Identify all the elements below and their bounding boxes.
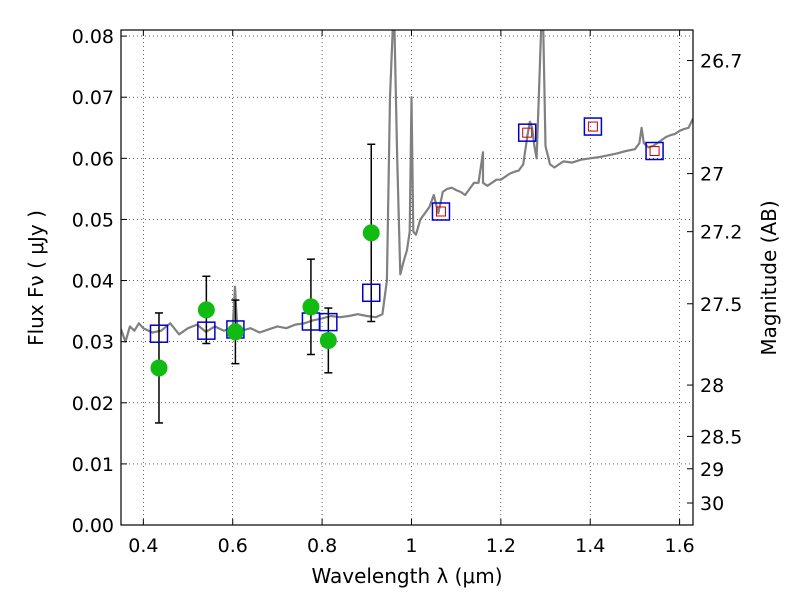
plot-frame — [120, 29, 694, 526]
marker-layer — [149, 117, 664, 377]
y2-axis-label: Magnitude (AB) — [757, 200, 781, 355]
model-square — [362, 283, 381, 303]
y2-tick-label: 26.7 — [700, 51, 742, 73]
model-square — [431, 202, 451, 221]
y2-tick-label: 29 — [700, 459, 724, 481]
model-predicted-square — [649, 146, 660, 156]
model-square — [645, 141, 664, 161]
y-tick-label: 0.07 — [72, 87, 114, 109]
plot-area — [121, 30, 693, 424]
y-axis-label: Flux Fν ( μJy ) — [24, 210, 48, 346]
y-tick-label: 0.03 — [72, 332, 114, 354]
x-axis-label: Wavelength λ (μm) — [311, 564, 502, 588]
y2-tick-label: 27.5 — [700, 294, 742, 316]
y2-tick-label: 27 — [700, 164, 724, 186]
x-tick-label: 1.6 — [664, 535, 694, 557]
observed-point — [197, 301, 215, 319]
y-tick-label: 0.00 — [72, 515, 114, 537]
model-predicted-square — [435, 206, 446, 217]
x-tick-label: 0.8 — [307, 535, 337, 557]
y-tick-label: 0.02 — [72, 393, 114, 415]
y-tick-label: 0.08 — [72, 26, 114, 48]
y-tick-label: 0.01 — [72, 454, 114, 476]
y2-tick-label: 28.5 — [700, 426, 742, 448]
axis-ticks: 0.4 0.6 0.8 1 1.2 1.4 1.6 0.00 0.01 0.02 0.03 0.04 0… — [72, 26, 743, 557]
observed-point — [319, 331, 337, 349]
model-square — [149, 324, 169, 343]
model-predicted-square — [522, 127, 533, 138]
observed-point — [302, 298, 320, 316]
model-square — [583, 117, 603, 136]
model-square — [517, 123, 537, 142]
x-tick-label: 1.4 — [575, 535, 605, 557]
y2-tick-label: 30 — [700, 493, 724, 515]
x-tick-label: 0.6 — [218, 535, 248, 557]
y2-tick-label: 27.2 — [700, 222, 742, 244]
model-square — [197, 321, 216, 340]
y-tick-label: 0.06 — [72, 148, 114, 170]
observed-point — [226, 323, 244, 341]
y2-tick-label: 28 — [700, 375, 724, 397]
observed-point — [362, 224, 380, 242]
model-predicted-square — [587, 121, 598, 132]
x-tick-label: 0.4 — [128, 535, 158, 557]
x-tick-label: 1.2 — [486, 535, 516, 557]
model-square — [319, 312, 338, 332]
y-tick-label: 0.04 — [72, 271, 114, 293]
x-tick-label: 1 — [405, 535, 417, 557]
y-tick-label: 0.05 — [72, 209, 114, 231]
observed-point — [150, 359, 168, 377]
